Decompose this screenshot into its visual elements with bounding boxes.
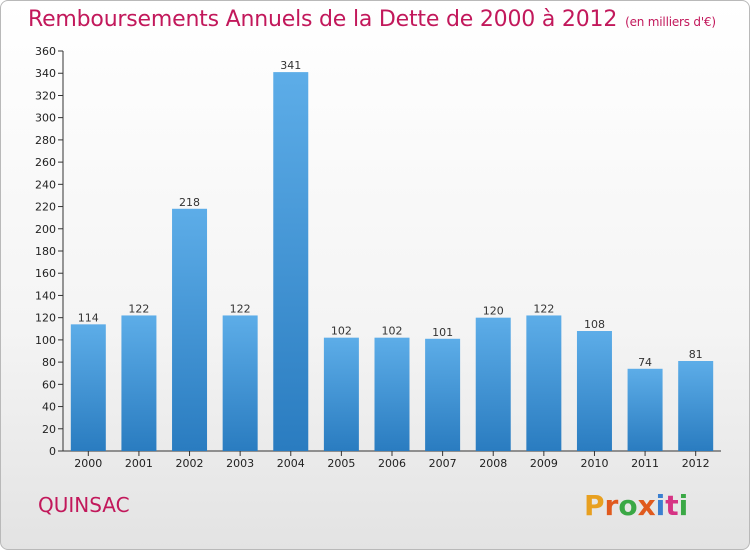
chart-title: Remboursements Annuels de la Dette de 20… bbox=[28, 7, 716, 32]
bar bbox=[121, 315, 157, 451]
bar bbox=[70, 324, 106, 451]
bar bbox=[425, 338, 461, 451]
logo-letter: P bbox=[584, 489, 605, 522]
bar bbox=[576, 331, 612, 451]
y-tick-label: 260 bbox=[35, 156, 56, 169]
data-label: 81 bbox=[689, 348, 703, 361]
y-tick-label: 100 bbox=[35, 334, 56, 347]
y-tick-label: 120 bbox=[35, 312, 56, 325]
y-tick-label: 0 bbox=[49, 445, 56, 458]
x-tick-label: 2010 bbox=[580, 457, 608, 470]
data-label: 122 bbox=[230, 302, 251, 315]
logo-letter: x bbox=[637, 489, 656, 522]
data-label: 114 bbox=[78, 311, 99, 324]
y-tick-label: 240 bbox=[35, 178, 56, 191]
y-tick-label: 140 bbox=[35, 289, 56, 302]
x-tick-label: 2007 bbox=[429, 457, 457, 470]
y-tick-label: 200 bbox=[35, 223, 56, 236]
x-tick-label: 2009 bbox=[530, 457, 558, 470]
bar bbox=[172, 208, 208, 451]
x-tick-label: 2000 bbox=[74, 457, 102, 470]
commune-name: QUINSAC bbox=[38, 493, 130, 517]
x-tick-label: 2003 bbox=[226, 457, 254, 470]
logo-letter: o bbox=[618, 489, 638, 522]
y-tick-label: 80 bbox=[42, 356, 56, 369]
bar bbox=[627, 368, 663, 451]
data-label: 341 bbox=[280, 59, 301, 72]
logo-letter: i bbox=[678, 489, 689, 522]
y-tick-label: 340 bbox=[35, 67, 56, 80]
y-tick-label: 280 bbox=[35, 134, 56, 147]
chart-subtitle: (en milliers d'€) bbox=[625, 15, 716, 29]
x-tick-label: 2006 bbox=[378, 457, 406, 470]
data-label: 122 bbox=[128, 302, 149, 315]
bar bbox=[526, 315, 562, 451]
y-tick-label: 20 bbox=[42, 423, 56, 436]
x-tick-label: 2005 bbox=[327, 457, 355, 470]
x-tick-label: 2008 bbox=[479, 457, 507, 470]
y-tick-label: 180 bbox=[35, 245, 56, 258]
bars: 114 122 218 122 341 102 102 101 120 122 108 74 81 bbox=[70, 59, 714, 451]
chart-title-text: Remboursements Annuels de la Dette de 20… bbox=[28, 7, 618, 32]
logo-letter: i bbox=[655, 489, 666, 522]
y-tick-label: 160 bbox=[35, 267, 56, 280]
bar bbox=[222, 315, 258, 451]
data-label: 102 bbox=[382, 325, 403, 338]
x-tick-label: 2001 bbox=[125, 457, 153, 470]
data-label: 108 bbox=[584, 318, 605, 331]
data-label: 122 bbox=[533, 302, 554, 315]
bar bbox=[678, 361, 714, 451]
data-label: 74 bbox=[638, 356, 652, 369]
logo-letter: t bbox=[665, 489, 679, 522]
bar bbox=[323, 337, 359, 451]
data-label: 101 bbox=[432, 326, 453, 339]
x-tick-label: 2004 bbox=[277, 457, 305, 470]
x-tick-label: 2002 bbox=[176, 457, 204, 470]
bar bbox=[475, 317, 511, 451]
data-label: 102 bbox=[331, 325, 352, 338]
axes: 0 20 40 60 80 100 120 140 160 180 200 220 240 260 280 3… bbox=[35, 45, 721, 470]
y-tick-label: 220 bbox=[35, 201, 56, 214]
bar bbox=[374, 337, 410, 451]
y-tick-label: 60 bbox=[42, 378, 56, 391]
x-tick-label: 2012 bbox=[682, 457, 710, 470]
y-tick-label: 300 bbox=[35, 112, 56, 125]
data-label: 120 bbox=[483, 305, 504, 318]
logo-letter: r bbox=[604, 489, 619, 522]
y-tick-label: 360 bbox=[35, 45, 56, 58]
y-tick-label: 320 bbox=[35, 89, 56, 102]
x-tick-label: 2011 bbox=[631, 457, 659, 470]
proxiti-logo: Proxiti bbox=[584, 489, 688, 522]
bar bbox=[273, 72, 309, 451]
y-tick-label: 40 bbox=[42, 401, 56, 414]
data-label: 218 bbox=[179, 196, 200, 209]
